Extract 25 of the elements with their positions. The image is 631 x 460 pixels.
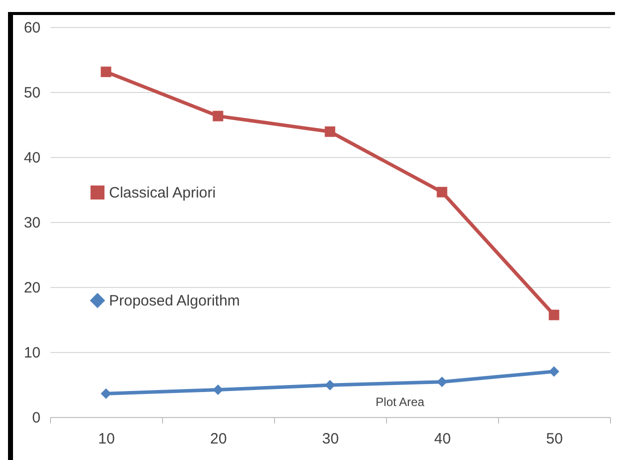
x-tick-label: 30 [322,430,339,448]
annotation: Plot Area [376,395,425,409]
point [100,388,112,399]
y-tick-label: 50 [24,84,40,102]
y-tick-label: 20 [24,280,40,296]
point [548,366,560,377]
legend-label: Classical Apriori [109,184,216,202]
y-tick-label: 60 [24,20,40,36]
y-tick-label: 10 [24,344,40,362]
point [436,376,448,388]
point [212,110,224,122]
point [548,310,560,320]
x-tick-label: 50 [546,430,563,448]
point [436,186,448,198]
x-tick-label: 20 [210,430,227,448]
x-tick-label: 10 [98,430,115,448]
y-tick-label: 0 [32,410,40,426]
point [324,380,336,390]
y-tick-label: 30 [24,214,40,232]
y-tick-label: 40 [24,150,40,166]
x-tick-label: 40 [434,430,451,448]
legend-label: Proposed Algorithm [109,292,240,310]
point [100,66,112,78]
point [324,126,336,137]
point [212,384,224,395]
